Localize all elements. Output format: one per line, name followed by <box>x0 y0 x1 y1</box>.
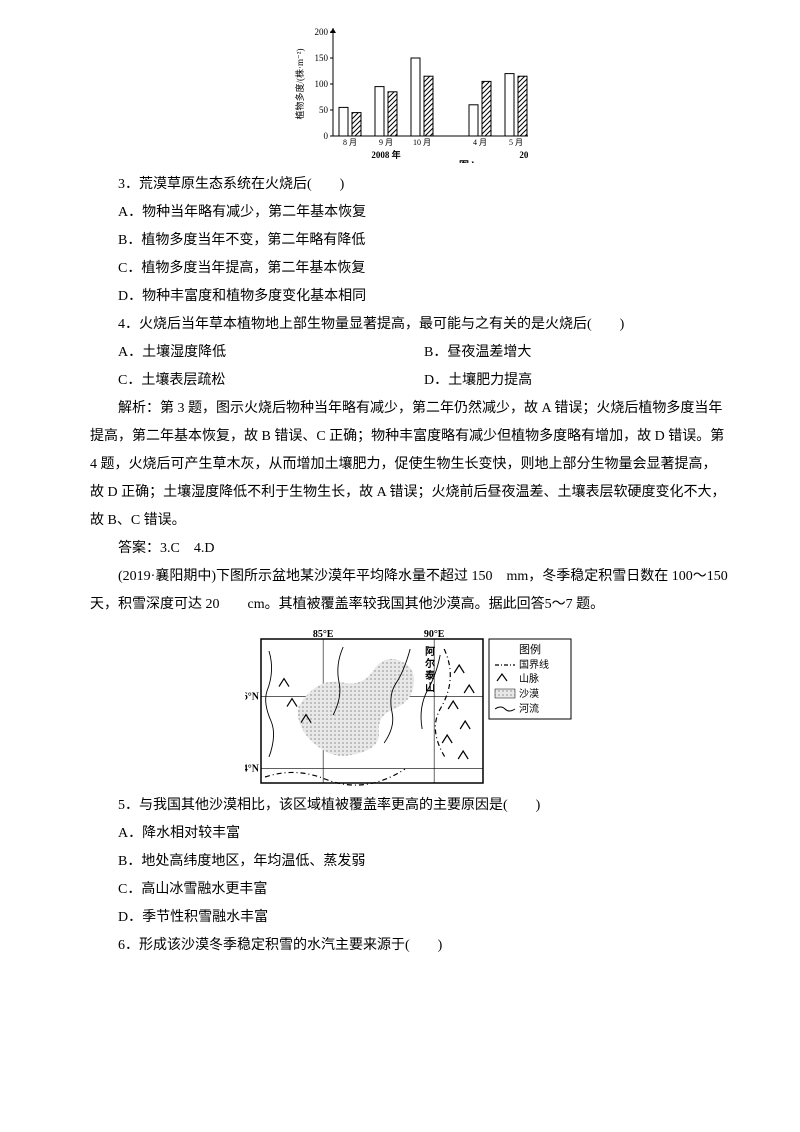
svg-text:100: 100 <box>314 79 328 89</box>
svg-text:44°N: 44°N <box>245 764 260 775</box>
svg-text:山: 山 <box>425 681 435 694</box>
q4-opt-a: A．土壤湿度降低 <box>118 339 424 367</box>
q3-opt-b: B．植物多度当年不变，第二年略有降低 <box>90 227 730 255</box>
svg-text:200: 200 <box>314 27 328 37</box>
q5-opt-c: C．高山冰雪融水更丰富 <box>90 876 730 904</box>
svg-text:河流: 河流 <box>519 702 539 715</box>
svg-text:图例: 图例 <box>519 642 541 656</box>
q57-intro: (2019·襄阳期中)下图所示盆地某沙漠年平均降水量不超过 150 mm，冬季稳… <box>90 563 730 619</box>
svg-text:90°E: 90°E <box>424 629 445 640</box>
svg-text:图 b: 图 b <box>458 160 477 163</box>
q3-opt-d: D．物种丰富度和植物多度变化基本相同 <box>90 283 730 311</box>
svg-text:沙漠: 沙漠 <box>519 688 539 700</box>
svg-text:50: 50 <box>319 105 329 115</box>
svg-text:4 月: 4 月 <box>473 138 487 147</box>
q5-stem: 5．与我国其他沙漠相比，该区域植被覆盖率更高的主要原因是( ) <box>90 792 730 820</box>
svg-text:2009 年: 2009 年 <box>519 149 528 160</box>
q4-opt-c: C．土壤表层疏松 <box>118 367 424 395</box>
svg-text:5 月: 5 月 <box>509 138 523 147</box>
q5-opt-a: A．降水相对较丰富 <box>90 820 730 848</box>
svg-text:尔: 尔 <box>424 657 435 670</box>
q34-answer: 答案：3.C 4.D <box>90 535 730 563</box>
q4-opt-b: B．昼夜温差增大 <box>424 339 730 367</box>
svg-text:山脉: 山脉 <box>519 672 539 685</box>
svg-text:泰: 泰 <box>424 669 436 682</box>
svg-text:国界线: 国界线 <box>519 658 549 671</box>
q3-opt-c: C．植物多度当年提高，第二年基本恢复 <box>90 255 730 283</box>
q4-stem: 4．火烧后当年草本植物地上部生物量显著提高，最可能与之有关的是火烧后( ) <box>90 311 730 339</box>
chart-grouped-bar: 0 50 100 150 200 植物多度/(株·m⁻²) 8 月 9 月 10 月 4 月 5 月… <box>293 18 528 163</box>
svg-text:0: 0 <box>323 131 328 141</box>
svg-text:10 月: 10 月 <box>413 138 431 147</box>
map-basin-desert: 85°E 90°E 46°N 44°N 阿尔泰山 图例国界线山脉沙漠河流 <box>245 625 575 790</box>
svg-text:2008 年: 2008 年 <box>371 149 400 160</box>
q4-opt-d: D．土壤肥力提高 <box>424 367 730 395</box>
svg-text:150: 150 <box>314 53 328 63</box>
q3-opt-a: A．物种当年略有减少，第二年基本恢复 <box>90 199 730 227</box>
svg-text:9 月: 9 月 <box>379 138 393 147</box>
svg-text:85°E: 85°E <box>313 629 334 640</box>
q6-stem: 6．形成该沙漠冬季稳定积雪的水汽主要来源于( ) <box>90 932 730 960</box>
svg-text:植物多度/(株·m⁻²): 植物多度/(株·m⁻²) <box>294 49 305 120</box>
q34-explain: 解析：第 3 题，图示火烧后物种当年略有减少，第二年仍然减少，故 A 错误；火烧… <box>90 395 730 535</box>
q5-opt-b: B．地处高纬度地区，年均温低、蒸发弱 <box>90 848 730 876</box>
svg-text:阿: 阿 <box>425 646 435 658</box>
q5-opt-d: D．季节性积雪融水丰富 <box>90 904 730 932</box>
svg-text:8 月: 8 月 <box>343 138 357 147</box>
q3-stem: 3．荒漠草原生态系统在火烧后( ) <box>90 171 730 199</box>
svg-text:46°N: 46°N <box>245 692 260 703</box>
